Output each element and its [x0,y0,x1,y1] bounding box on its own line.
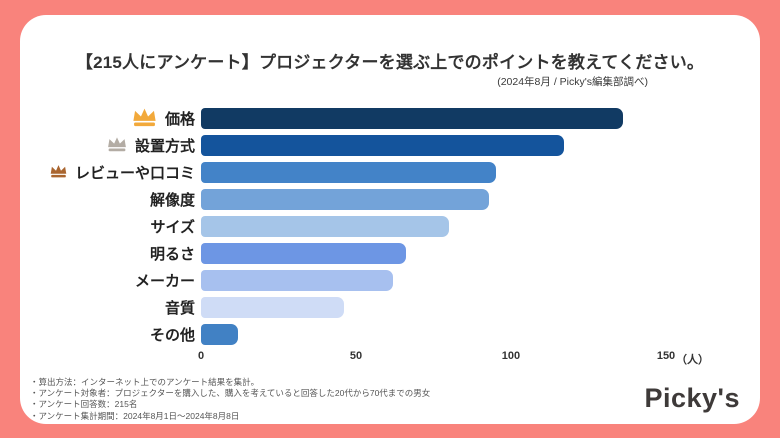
bar [201,243,406,264]
bar-track [201,135,666,156]
bar-row: その他 [26,321,754,348]
x-axis-unit-label: （人） [676,354,709,366]
chart-subtitle: (2024年8月 / Picky's編集部調べ) [497,76,648,88]
bar-track [201,270,666,291]
infographic-card: 【215人にアンケート】プロジェクターを選ぶ上でのポイントを教えてください。 (… [20,15,760,424]
bar-label-cell: その他 [26,324,195,345]
bar-category-label: レビューや口コミ [74,165,195,182]
bar-category-label: 明るさ [149,246,195,263]
bar [201,270,394,291]
bar-row: 明るさ [26,240,754,267]
bar-label-cell: 価格 [26,107,195,131]
survey-note-line: ・算出方法：インターネット上でのアンケート結果を集計。 [30,377,260,387]
bar-label-cell: 音質 [26,297,195,318]
bar [201,324,239,345]
bar-row: メーカー [26,267,754,294]
chart-title: 【215人にアンケート】プロジェクターを選ぶ上でのポイントを教えてください。 [75,53,705,72]
bar-row: サイズ [26,213,754,240]
survey-note-line: ・アンケート回答数：215名 [30,399,138,410]
bar-label-cell: メーカー [26,270,195,291]
crown-icon-bronze [49,164,68,182]
crown-icon-silver [106,136,128,156]
survey-note-line: ・アンケート集計期間：2024年8月1日〜2024年8月8日 [30,410,240,421]
x-axis-ticks: （人） 0 50 100 150 [197,350,709,366]
bar-category-label: 価格 [164,111,195,128]
bar-track [201,162,666,183]
bar-chart: 価格設置方式レビューや口コミ解像度サイズ明るさメーカー音質その他 [26,105,754,348]
bar-track [201,216,666,237]
x-axis: （人） 0 50 100 150 [26,350,754,366]
bar-category-label: 設置方式 [134,138,195,155]
bar [201,297,344,318]
x-axis-tick: 150 [656,350,676,362]
bar-label-cell: 明るさ [26,243,195,264]
bar-track [201,243,666,264]
bar-track [201,297,666,318]
survey-note-line: ・アンケート対象者：プロジェクターを購入した、購入を考えていると回答した20代か… [30,388,431,399]
x-axis-spacer [26,350,201,366]
bar [201,135,564,156]
bar-row: 価格 [26,105,754,132]
bar-row: レビューや口コミ [26,159,754,186]
bar-row: 設置方式 [26,132,754,159]
bar-rows: 価格設置方式レビューや口コミ解像度サイズ明るさメーカー音質その他 [26,105,754,348]
bar-row: 解像度 [26,186,754,213]
pickys-logo: Picky's [644,383,740,413]
bar-label-cell: レビューや口コミ [26,162,195,183]
x-axis-tick: 100 [501,350,521,362]
bar [201,189,490,210]
bar [201,216,449,237]
bar-category-label: 音質 [164,300,195,317]
x-axis-tick: 50 [349,350,363,362]
bar-track [201,324,666,345]
bar-track [201,108,666,129]
bar-track [201,189,666,210]
bar-row: 音質 [26,294,754,321]
bar-category-label: その他 [149,327,195,344]
bar-category-label: サイズ [150,219,195,236]
bar-label-cell: 解像度 [26,189,195,210]
crown-icon-gold [131,107,158,131]
bar-label-cell: 設置方式 [26,135,195,156]
bar-label-cell: サイズ [26,216,195,237]
bar-category-label: メーカー [134,273,195,290]
x-axis-tick: 0 [197,350,205,362]
bar [201,108,623,129]
survey-notes: ・算出方法：インターネット上でのアンケート結果を集計。 ・アンケート対象者：プロジ… [30,377,430,422]
bar-category-label: 解像度 [149,192,195,209]
bar [201,162,496,183]
